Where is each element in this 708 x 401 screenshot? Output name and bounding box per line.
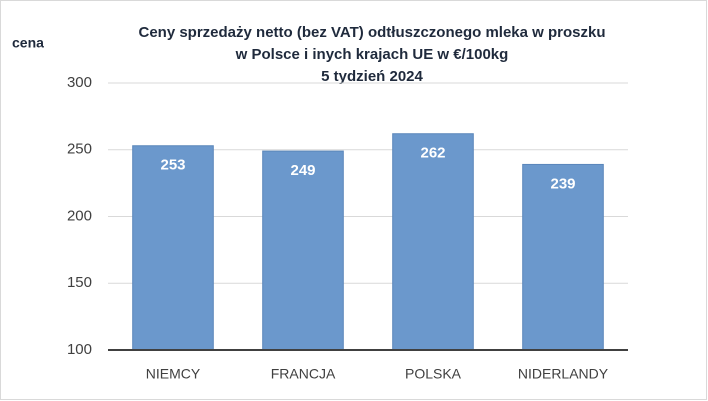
y-tick-label: 150 (67, 274, 92, 291)
value-label: 239 (550, 175, 575, 192)
x-tick-label: NIDERLANDY (518, 366, 609, 382)
chart-title: 5 tydzień 2024 (321, 68, 423, 85)
value-label: 253 (160, 157, 185, 174)
bar (392, 133, 474, 351)
y-tick-label: 200 (67, 207, 92, 224)
x-tick-label: NIEMCY (146, 366, 201, 382)
bar (132, 145, 214, 351)
value-label: 249 (290, 162, 315, 179)
chart-title: w Polsce i inych krajach UE w €/100kg (235, 46, 509, 63)
x-tick-label: POLSKA (405, 366, 462, 382)
y-tick-label: 100 (67, 341, 92, 358)
chart-title: Ceny sprzedaży netto (bez VAT) odtłuszcz… (138, 24, 605, 41)
bar (262, 150, 344, 351)
x-tick-label: FRANCJA (271, 366, 336, 382)
y-axis-label: cena (12, 35, 44, 51)
value-label: 262 (420, 145, 445, 162)
y-tick-label: 250 (67, 141, 92, 158)
bar (522, 163, 604, 351)
y-tick-label: 300 (67, 74, 92, 91)
